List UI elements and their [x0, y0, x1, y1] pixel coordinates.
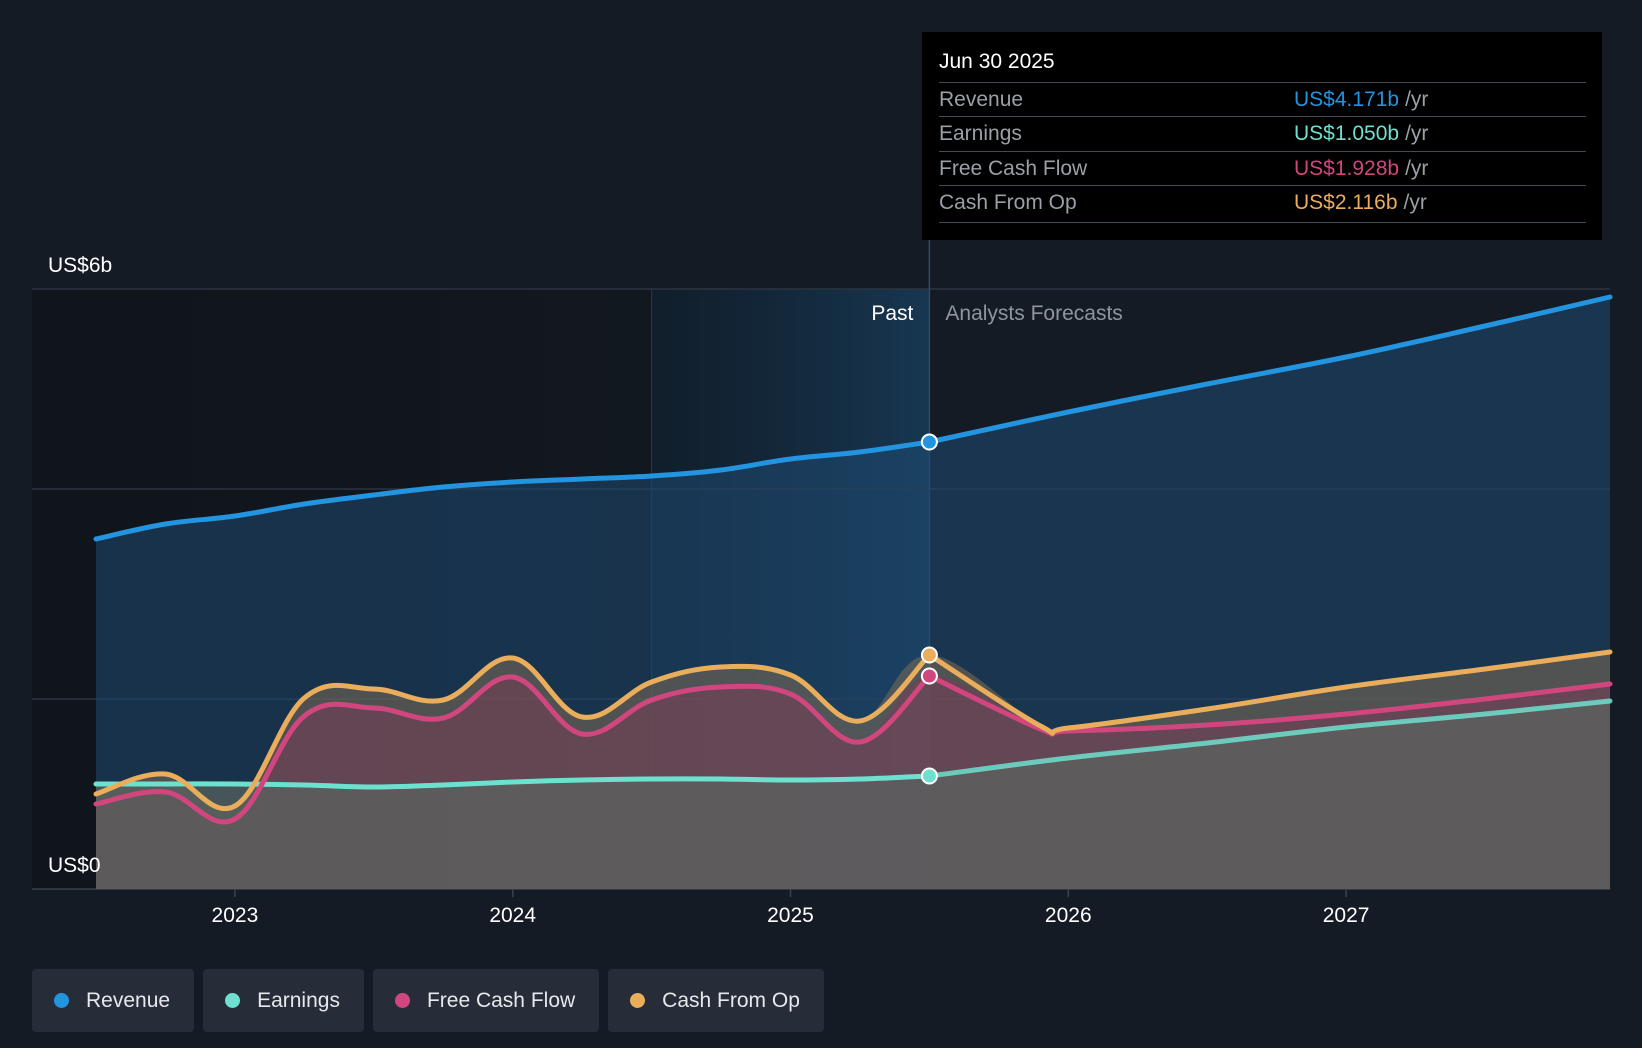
legend-label: Cash From Op: [662, 988, 800, 1012]
legend-label: Earnings: [257, 988, 340, 1012]
tooltip-label: Revenue: [939, 88, 1024, 111]
tooltip-unit: /yr: [1405, 157, 1429, 180]
tooltip-unit: /yr: [1405, 88, 1429, 111]
revenue-dot-icon: [54, 993, 69, 1008]
tooltip-row-revenue: Revenue US$4.171b /yr: [939, 82, 1586, 117]
legend-label: Free Cash Flow: [426, 988, 576, 1012]
tooltip-label: Cash From Op: [939, 191, 1077, 214]
free_cash_flow-forecast-line: [926, 673, 1613, 737]
tooltip-row-cash-from-op: Cash From Op US$2.116b /yr: [939, 185, 1586, 220]
tooltip-value: US$2.116b: [1294, 191, 1398, 214]
legend: Revenue Earnings Free Cash Flow Cash Fro…: [32, 969, 824, 1032]
tooltip-divider: [939, 222, 1586, 223]
y-axis-bottom-label: US$0: [48, 854, 101, 877]
revenue-forecast-line: [926, 294, 1613, 445]
earnings-past-line: [93, 773, 932, 790]
free_cash_flow-marker: [920, 667, 938, 685]
cash_from_op-forecast-line: [926, 649, 1613, 736]
x-tick-label: 2025: [767, 904, 814, 927]
legend-item-cash-from-op[interactable]: Cash From Op: [608, 969, 824, 1032]
tooltip-value: US$1.050b: [1294, 122, 1400, 145]
legend-label: Revenue: [86, 988, 171, 1012]
earnings-forecast-line: [926, 698, 1613, 779]
x-tick-label: 2024: [489, 904, 536, 927]
x-tick-label: 2023: [212, 904, 259, 927]
past-label: Past: [871, 302, 913, 325]
revenue-past-line: [93, 439, 932, 542]
tooltip-date: Jun 30 2025: [939, 50, 1055, 73]
cash_from_op-marker: [920, 646, 938, 664]
legend-item-earnings[interactable]: Earnings: [203, 969, 364, 1032]
earnings-marker: [920, 767, 938, 785]
tooltip: Jun 30 2025 Revenue US$4.171b /yr Earnin…: [922, 32, 1602, 240]
free-cash-flow-dot-icon: [394, 993, 410, 1008]
tooltip-value: US$1.928b: [1294, 157, 1400, 180]
tooltip-label: Earnings: [939, 122, 1022, 145]
earnings-area: [96, 701, 1610, 889]
tooltip-label: Free Cash Flow: [939, 157, 1088, 180]
x-tick-label: 2027: [1323, 904, 1370, 927]
legend-item-revenue[interactable]: Revenue: [32, 969, 195, 1032]
tooltip-unit: /yr: [1405, 122, 1429, 145]
tooltip-row-free-cash-flow: Free Cash Flow US$1.928b /yr: [939, 151, 1586, 186]
revenue-marker: [920, 433, 938, 451]
tooltip-value: US$4.171b: [1294, 88, 1400, 111]
tooltip-row-earnings: Earnings US$1.050b /yr: [939, 116, 1586, 151]
free_cash_flow-past-line: [93, 673, 932, 825]
y-axis-top-label: US$6b: [48, 254, 112, 277]
legend-item-free-cash-flow[interactable]: Free Cash Flow: [372, 969, 600, 1032]
earnings-dot-icon: [225, 993, 241, 1008]
tooltip-unit: /yr: [1403, 191, 1427, 214]
x-tick-label: 2026: [1045, 904, 1092, 927]
forecast-label: Analysts Forecasts: [945, 302, 1122, 325]
cash-from-op-dot-icon: [630, 993, 646, 1008]
cash_from_op-past-line: [93, 652, 932, 811]
